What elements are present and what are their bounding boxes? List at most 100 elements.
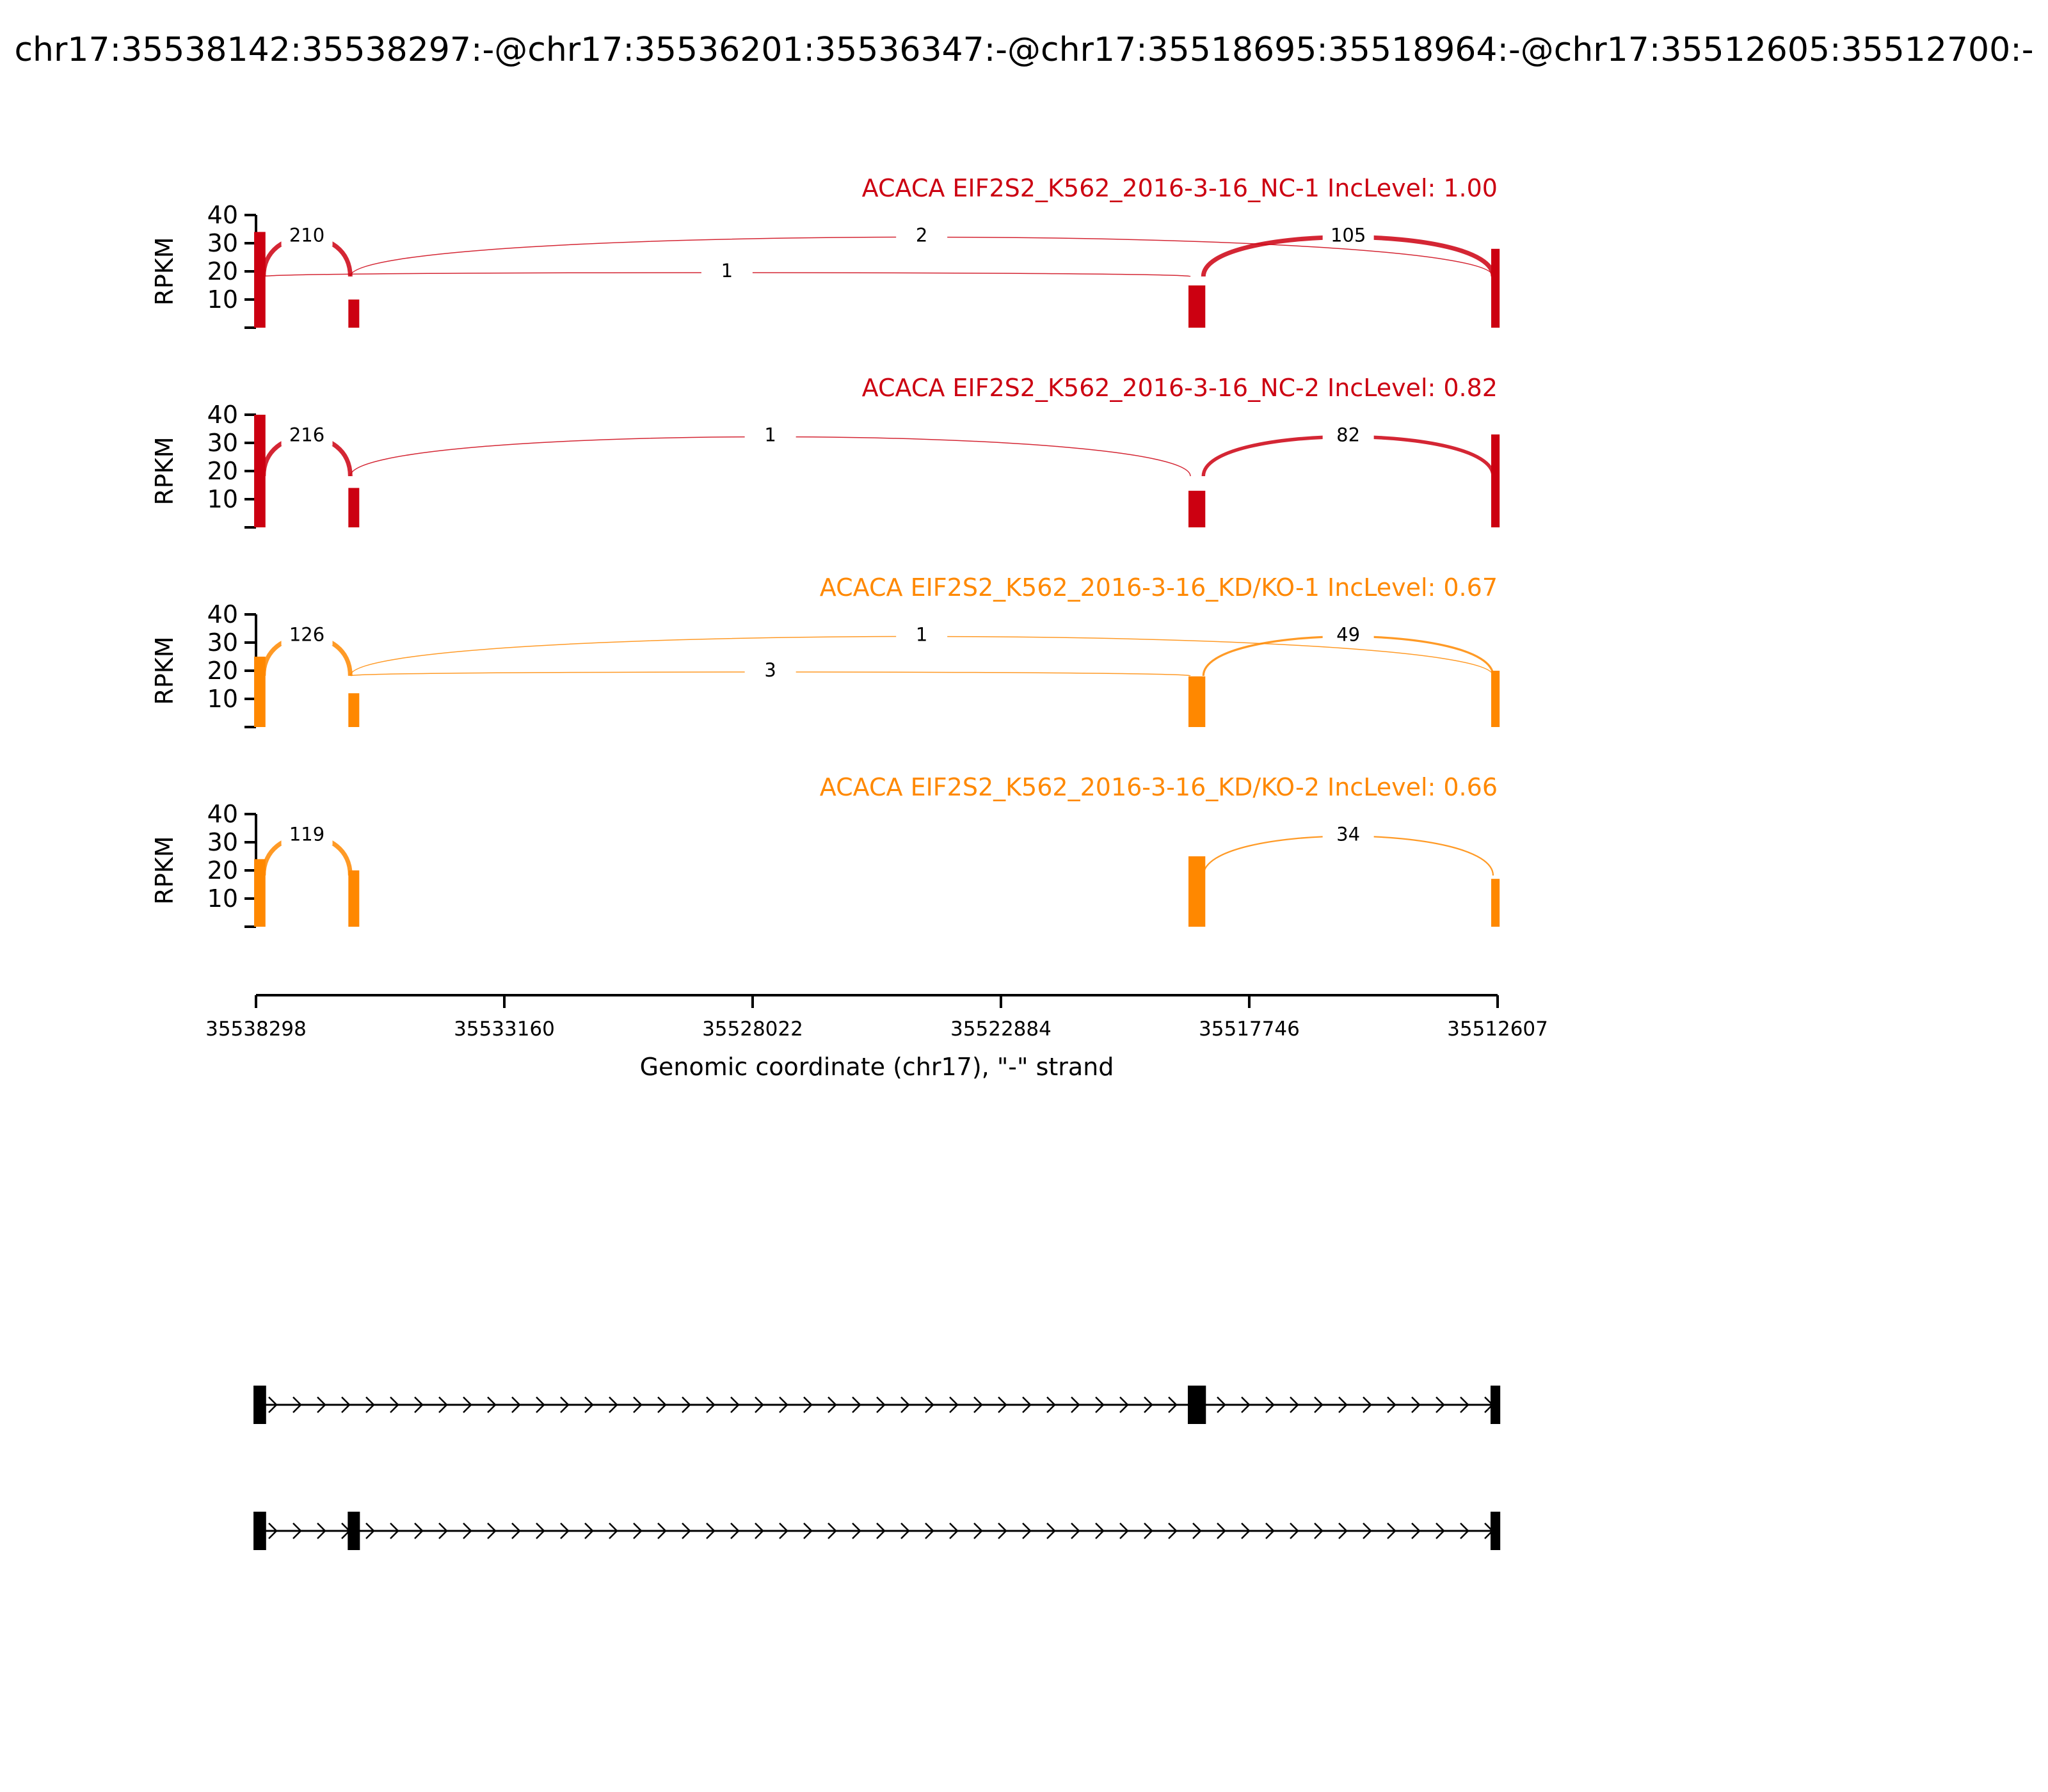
y-axis-label: RPKM [150, 237, 179, 305]
junction-label-bg [281, 422, 333, 446]
panel: ACACA EIF2S2_K562_2016-3-16_NC-2 IncLeve… [150, 374, 1500, 529]
strand-arrow [438, 1523, 448, 1539]
y-tick-label: 10 [207, 285, 238, 314]
panel: ACACA EIF2S2_K562_2016-3-16_KD/KO-2 IncL… [150, 773, 1500, 928]
strand-arrow [998, 1396, 1007, 1413]
junction-count-label: 49 [1336, 624, 1360, 646]
strand-arrow [1363, 1396, 1372, 1413]
strand-arrow [1192, 1523, 1202, 1539]
strand-arrow [1265, 1396, 1275, 1413]
strand-arrow [973, 1523, 983, 1539]
junction-count-label: 82 [1336, 424, 1360, 446]
strand-arrow [1168, 1396, 1178, 1413]
strand-arrow [1387, 1396, 1396, 1413]
junction-label-bg [701, 259, 753, 282]
junction-count-label: 210 [289, 225, 324, 246]
panel-label: ACACA EIF2S2_K562_2016-3-16_KD/KO-1 IncL… [820, 573, 1498, 602]
strand-arrow [876, 1523, 886, 1539]
strand-arrow [682, 1396, 691, 1413]
strand-arrow [730, 1396, 740, 1413]
strand-arrow [1411, 1396, 1421, 1413]
strand-arrow [1022, 1396, 1032, 1413]
junction-count-label: 105 [1331, 225, 1366, 246]
coverage-bar [348, 693, 360, 727]
strand-arrow [1022, 1523, 1032, 1539]
exon-block [1187, 1386, 1206, 1424]
x-axis: 35538298 35533160 35528022 35522884 35517746… [205, 994, 1548, 1041]
strand-arrow [609, 1523, 618, 1539]
strand-arrow [487, 1396, 497, 1413]
strand-arrow [317, 1523, 326, 1539]
strand-arrow [341, 1396, 351, 1413]
strand-arrow [292, 1396, 302, 1413]
y-tick-label: 40 [207, 600, 238, 628]
junction-count-label: 2 [916, 225, 927, 246]
coverage-bar [1188, 285, 1206, 328]
strand-arrow [1314, 1396, 1324, 1413]
strand-arrow [1314, 1523, 1324, 1539]
strand-arrow [1387, 1523, 1396, 1539]
strand-arrow [925, 1396, 934, 1413]
coverage-bar [254, 232, 266, 328]
strand-arrow [1265, 1523, 1275, 1539]
strand-arrow [1460, 1523, 1469, 1539]
y-tick-label: 30 [207, 628, 238, 657]
x-tick-label: 35512607 [1447, 1018, 1548, 1041]
y-axis-label: RPKM [150, 436, 179, 505]
strand-arrow [828, 1396, 837, 1413]
strand-arrow [292, 1523, 302, 1539]
strand-arrow [1338, 1523, 1348, 1539]
strand-arrow [925, 1523, 934, 1539]
strand-arrow [365, 1523, 375, 1539]
exon-block [253, 1512, 266, 1550]
strand-arrow [463, 1396, 472, 1413]
strand-arrow [1460, 1396, 1469, 1413]
exon-block [1490, 1512, 1501, 1550]
strand-arrow [268, 1396, 278, 1413]
y-tick-label: 40 [207, 401, 238, 429]
x-tick-label: 35528022 [702, 1018, 803, 1041]
strand-arrow [1071, 1523, 1080, 1539]
coverage-bar [1491, 434, 1500, 527]
strand-arrow [998, 1523, 1007, 1539]
coverage-bar [348, 488, 360, 527]
strand-arrow [900, 1396, 910, 1413]
junction-label-bg [744, 658, 796, 681]
junction-count-label: 216 [289, 424, 324, 446]
y-tick-label: 40 [207, 201, 238, 229]
strand-arrow [1046, 1523, 1056, 1539]
strand-arrow [852, 1523, 861, 1539]
isoform [253, 1386, 1501, 1424]
strand-arrow [438, 1396, 448, 1413]
y-tick-label: 10 [207, 685, 238, 713]
strand-arrow [560, 1523, 570, 1539]
coverage-bar [254, 859, 266, 927]
strand-arrow [1338, 1396, 1348, 1413]
strand-arrow [536, 1396, 545, 1413]
junction-count-label: 1 [764, 424, 776, 446]
strand-arrow [1217, 1523, 1226, 1539]
strand-arrow [900, 1523, 910, 1539]
panel: ACACA EIF2S2_K562_2016-3-16_KD/KO-1 IncL… [150, 573, 1500, 728]
y-tick-label: 10 [207, 884, 238, 913]
strand-arrow [682, 1523, 691, 1539]
strand-arrow [1046, 1396, 1056, 1413]
exon-block [253, 1386, 266, 1424]
strand-arrow [560, 1396, 570, 1413]
strand-arrow [584, 1396, 594, 1413]
strand-arrow [1119, 1396, 1129, 1413]
y-tick-label: 40 [207, 800, 238, 828]
panel-label: ACACA EIF2S2_K562_2016-3-16_KD/KO-2 IncL… [820, 773, 1498, 801]
strand-arrow [390, 1396, 399, 1413]
strand-arrow [317, 1396, 326, 1413]
exon-block [1490, 1386, 1501, 1424]
strand-arrow [803, 1396, 813, 1413]
strand-arrow [609, 1396, 618, 1413]
y-tick-label: 30 [207, 229, 238, 257]
junction-label-bg [281, 223, 333, 246]
x-tick-label: 35538298 [205, 1018, 307, 1041]
junction-count-label: 119 [289, 824, 324, 845]
coverage-bar [1491, 671, 1500, 727]
strand-arrow [1290, 1523, 1299, 1539]
